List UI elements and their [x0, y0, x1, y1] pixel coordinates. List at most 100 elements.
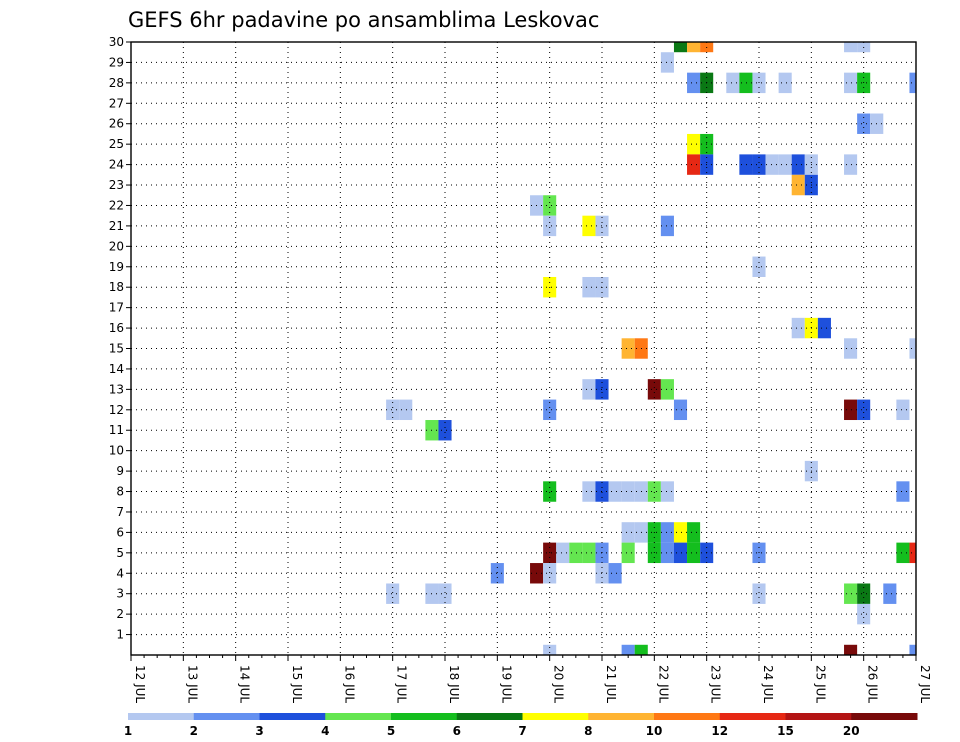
legend-swatch: [785, 713, 852, 720]
heatmap-cell: [896, 542, 910, 564]
heatmap-cell: [660, 52, 674, 73]
heatmap-cell: [909, 338, 916, 359]
legend-swatch: [588, 713, 655, 720]
y-tick-label: 28: [109, 76, 124, 90]
heatmap-cell: [844, 154, 858, 175]
y-tick-label: 1: [116, 628, 124, 642]
heatmap-cell: [883, 583, 897, 604]
x-tick-label: 15 JUL: [290, 665, 304, 703]
heatmap-cell: [673, 399, 688, 421]
y-tick-label: 13: [109, 382, 124, 396]
x-tick-label: 14 JUL: [238, 665, 252, 703]
legend-swatch: [851, 713, 918, 720]
heatmap-cell: [386, 399, 400, 421]
heatmap-cell: [752, 256, 766, 277]
x-tick-label: 24 JUL: [761, 665, 775, 703]
y-tick-label: 27: [109, 96, 124, 110]
heatmap-cell: [673, 522, 688, 543]
y-tick-label: 5: [116, 546, 124, 560]
heatmap-cell: [543, 644, 557, 655]
y-tick-label: 2: [116, 607, 124, 621]
heatmap-cell: [791, 154, 805, 175]
heatmap-cell: [909, 542, 916, 564]
heatmap-cell: [543, 563, 557, 584]
x-tick-label: 13 JUL: [185, 665, 199, 703]
y-tick-label: 3: [116, 587, 124, 601]
legend-swatch: [325, 713, 392, 720]
heatmap-cell: [582, 542, 596, 564]
x-tick-label: 25 JUL: [813, 665, 827, 703]
x-tick-label: 22 JUL: [656, 665, 670, 703]
heatmap-cell: [543, 195, 557, 216]
legend-label: 15: [777, 724, 794, 738]
y-tick-label: 6: [116, 525, 124, 539]
heatmap-cell: [556, 542, 570, 564]
x-tick-label: 17 JUL: [395, 665, 409, 703]
y-tick-label: 29: [109, 55, 124, 69]
y-tick-label: 10: [109, 444, 124, 458]
legend-label: 1: [124, 724, 132, 738]
heatmap-cell: [634, 644, 648, 655]
heatmap-cell: [660, 542, 674, 564]
heatmap-cell: [857, 113, 871, 134]
y-tick-label: 26: [109, 117, 124, 131]
y-tick-label: 19: [109, 260, 124, 274]
x-tick-label: 21 JUL: [604, 665, 618, 703]
y-tick-label: 9: [116, 464, 124, 478]
legend-swatch: [259, 713, 326, 720]
legend-swatch: [719, 713, 786, 720]
chart-title: GEFS 6hr padavine po ansamblima Leskovac: [128, 8, 599, 32]
legend-swatch: [456, 713, 523, 720]
heatmap-cell: [569, 542, 583, 564]
heatmap-cell: [608, 481, 622, 502]
heatmap-cell: [647, 379, 661, 400]
y-tick-label: 23: [109, 178, 124, 192]
heatmap-cell: [660, 481, 674, 502]
grid-lines: [131, 42, 916, 655]
x-axis: 12 JUL 13 JUL 14 JUL 15 JUL 16 JUL 17 JUL 18 J…: [130, 655, 932, 703]
legend-swatch: [128, 713, 195, 720]
legend-label: 10: [646, 724, 663, 738]
plot-frame: [130, 41, 917, 656]
heatmap-cell: [543, 399, 557, 421]
x-tick-label: 19 JUL: [499, 665, 513, 703]
heatmap-cell: [621, 338, 635, 359]
heatmap-cell: [490, 563, 504, 584]
heatmap-cell: [438, 420, 452, 441]
heatmap-cell: [399, 399, 413, 421]
heatmap-cell: [791, 174, 805, 196]
heatmap-cell: [543, 215, 557, 237]
heatmap-cell: [857, 603, 871, 625]
heatmap-cell: [752, 154, 766, 175]
y-tick-label: 12: [109, 403, 124, 417]
legend-label: 3: [255, 724, 263, 738]
heatmap-cell: [857, 583, 871, 604]
heatmap-cell: [543, 481, 557, 502]
heatmap-cell: [687, 154, 701, 175]
heatmap-cells: [386, 42, 916, 655]
legend: 1 2 3 4 5 6 7 8 10 12 15 20: [124, 713, 918, 738]
y-tick-label: 7: [116, 505, 124, 519]
heatmap-cell: [765, 154, 779, 175]
legend-label: 6: [453, 724, 461, 738]
y-tick-label: 14: [109, 362, 124, 376]
heatmap-cell: [844, 583, 858, 604]
heatmap-cell: [608, 563, 622, 584]
heatmap-cell: [660, 215, 674, 237]
y-tick-label: 15: [109, 342, 124, 356]
x-tick-label: 27 JUL: [918, 665, 932, 703]
x-tick-label: 16 JUL: [342, 665, 356, 703]
legend-label: 8: [584, 724, 592, 738]
heatmap-cell: [739, 72, 753, 94]
legend-swatch: [193, 713, 260, 720]
heatmap-cell: [687, 72, 701, 94]
heatmap-cell: [778, 72, 792, 94]
legend-label: 12: [711, 724, 728, 738]
heatmap-cell: [687, 42, 701, 53]
heatmap-cell: [660, 522, 674, 543]
y-tick-label: 30: [109, 35, 124, 49]
heatmap-cell: [909, 72, 916, 94]
heatmap-cell: [438, 583, 452, 604]
x-tick-label: 18 JUL: [447, 665, 461, 703]
